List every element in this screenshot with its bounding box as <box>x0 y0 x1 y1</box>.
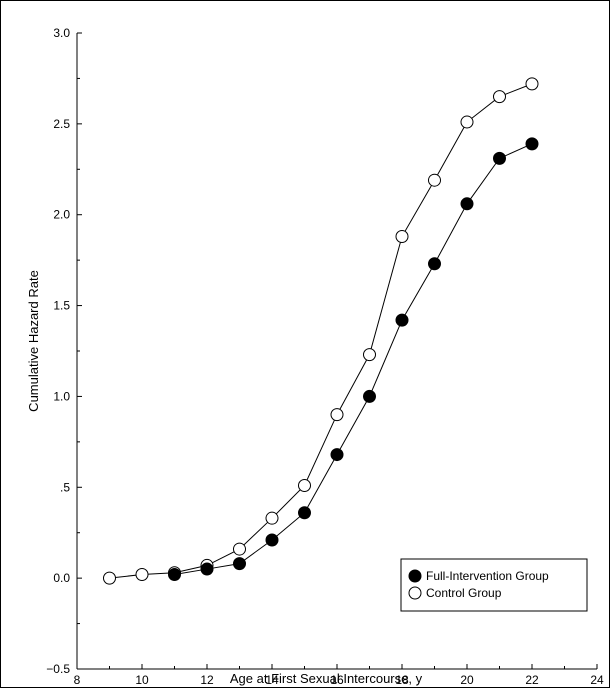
legend-label: Control Group <box>426 586 502 600</box>
y-tick-label: 1.0 <box>53 389 70 403</box>
legend-box <box>400 558 588 612</box>
y-tick-label: .5 <box>60 480 70 494</box>
x-tick-label: 14 <box>265 673 279 687</box>
legend-label: Full-Intervention Group <box>426 569 549 583</box>
data-point <box>298 506 311 520</box>
series-full-intervention-group <box>168 137 539 582</box>
legend-marker <box>408 586 422 600</box>
x-tick-label: 22 <box>525 673 539 687</box>
data-point <box>428 173 441 187</box>
data-point <box>233 557 246 571</box>
series-line <box>174 143 533 576</box>
data-point <box>460 115 474 129</box>
data-point <box>330 408 344 422</box>
data-point <box>363 389 376 403</box>
y-tick-label: 0.0 <box>53 571 70 585</box>
legend: Full-Intervention Group Control Group <box>400 558 588 612</box>
data-point <box>200 562 214 576</box>
x-tick-label: 8 <box>74 673 81 687</box>
data-point <box>428 257 441 271</box>
y-tick-label: −0.5 <box>46 662 70 676</box>
x-tick-label: 18 <box>395 673 409 687</box>
data-point <box>525 137 539 151</box>
data-point <box>265 533 279 547</box>
x-tick-label: 20 <box>460 673 474 687</box>
data-point <box>395 313 409 327</box>
y-tick-label: 2.5 <box>53 117 70 131</box>
x-axis-title: Age at First Sexual Intercourse, y <box>230 671 423 686</box>
data-point <box>135 568 149 582</box>
y-tick-label: 3.0 <box>53 26 70 40</box>
legend-marker <box>408 569 422 583</box>
data-point <box>493 151 506 165</box>
x-tick-label: 16 <box>330 673 344 687</box>
tick-marks: 8 10 12 14 16 18 20 22 24 −0.5 0.0 .5 1.0 1.5 2.0 2.5 3.… <box>46 26 604 687</box>
y-tick-label: 2.0 <box>53 208 70 222</box>
data-point <box>395 230 409 244</box>
data-point <box>168 568 181 582</box>
data-point <box>103 571 116 585</box>
data-point <box>330 448 344 462</box>
series-layer <box>103 77 539 585</box>
series-control-group <box>103 77 539 585</box>
data-point <box>363 348 376 362</box>
y-tick-label: 1.5 <box>53 299 70 313</box>
x-tick-label: 10 <box>135 673 149 687</box>
data-point <box>233 542 246 556</box>
data-point <box>298 478 311 492</box>
data-point <box>493 90 506 104</box>
data-point <box>525 77 539 91</box>
data-point <box>460 197 474 211</box>
x-tick-label: 24 <box>590 673 604 687</box>
data-point <box>265 511 279 525</box>
series-line <box>109 83 533 579</box>
y-axis-title: Cumulative Hazard Rate <box>26 270 41 412</box>
x-tick-label: 12 <box>200 673 214 687</box>
